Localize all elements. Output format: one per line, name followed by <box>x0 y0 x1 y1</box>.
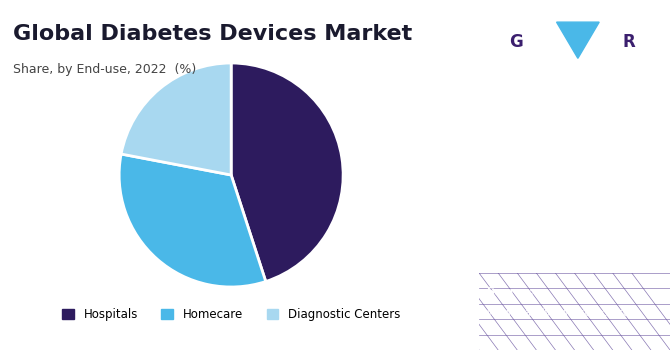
Text: GRAND VIEW RESEARCH: GRAND VIEW RESEARCH <box>526 81 630 90</box>
Polygon shape <box>557 22 599 58</box>
Text: Global Market Size,
2022: Global Market Size, 2022 <box>507 207 642 237</box>
Text: V: V <box>572 33 584 51</box>
Text: Global Diabetes Devices Market: Global Diabetes Devices Market <box>13 25 413 44</box>
FancyBboxPatch shape <box>496 22 535 62</box>
Text: Share, by End-use, 2022  (%): Share, by End-use, 2022 (%) <box>13 63 197 76</box>
Wedge shape <box>231 63 343 281</box>
Text: $28.1B: $28.1B <box>504 139 645 173</box>
FancyBboxPatch shape <box>610 22 649 62</box>
Text: R: R <box>623 33 636 51</box>
Text: Source:: Source: <box>486 287 534 296</box>
Wedge shape <box>119 154 266 287</box>
FancyBboxPatch shape <box>558 22 598 62</box>
Text: www.grandviewresearch.com: www.grandviewresearch.com <box>486 308 640 318</box>
Wedge shape <box>121 63 231 175</box>
Legend: Hospitals, Homecare, Diagnostic Centers: Hospitals, Homecare, Diagnostic Centers <box>58 303 405 326</box>
Text: G: G <box>509 33 523 51</box>
